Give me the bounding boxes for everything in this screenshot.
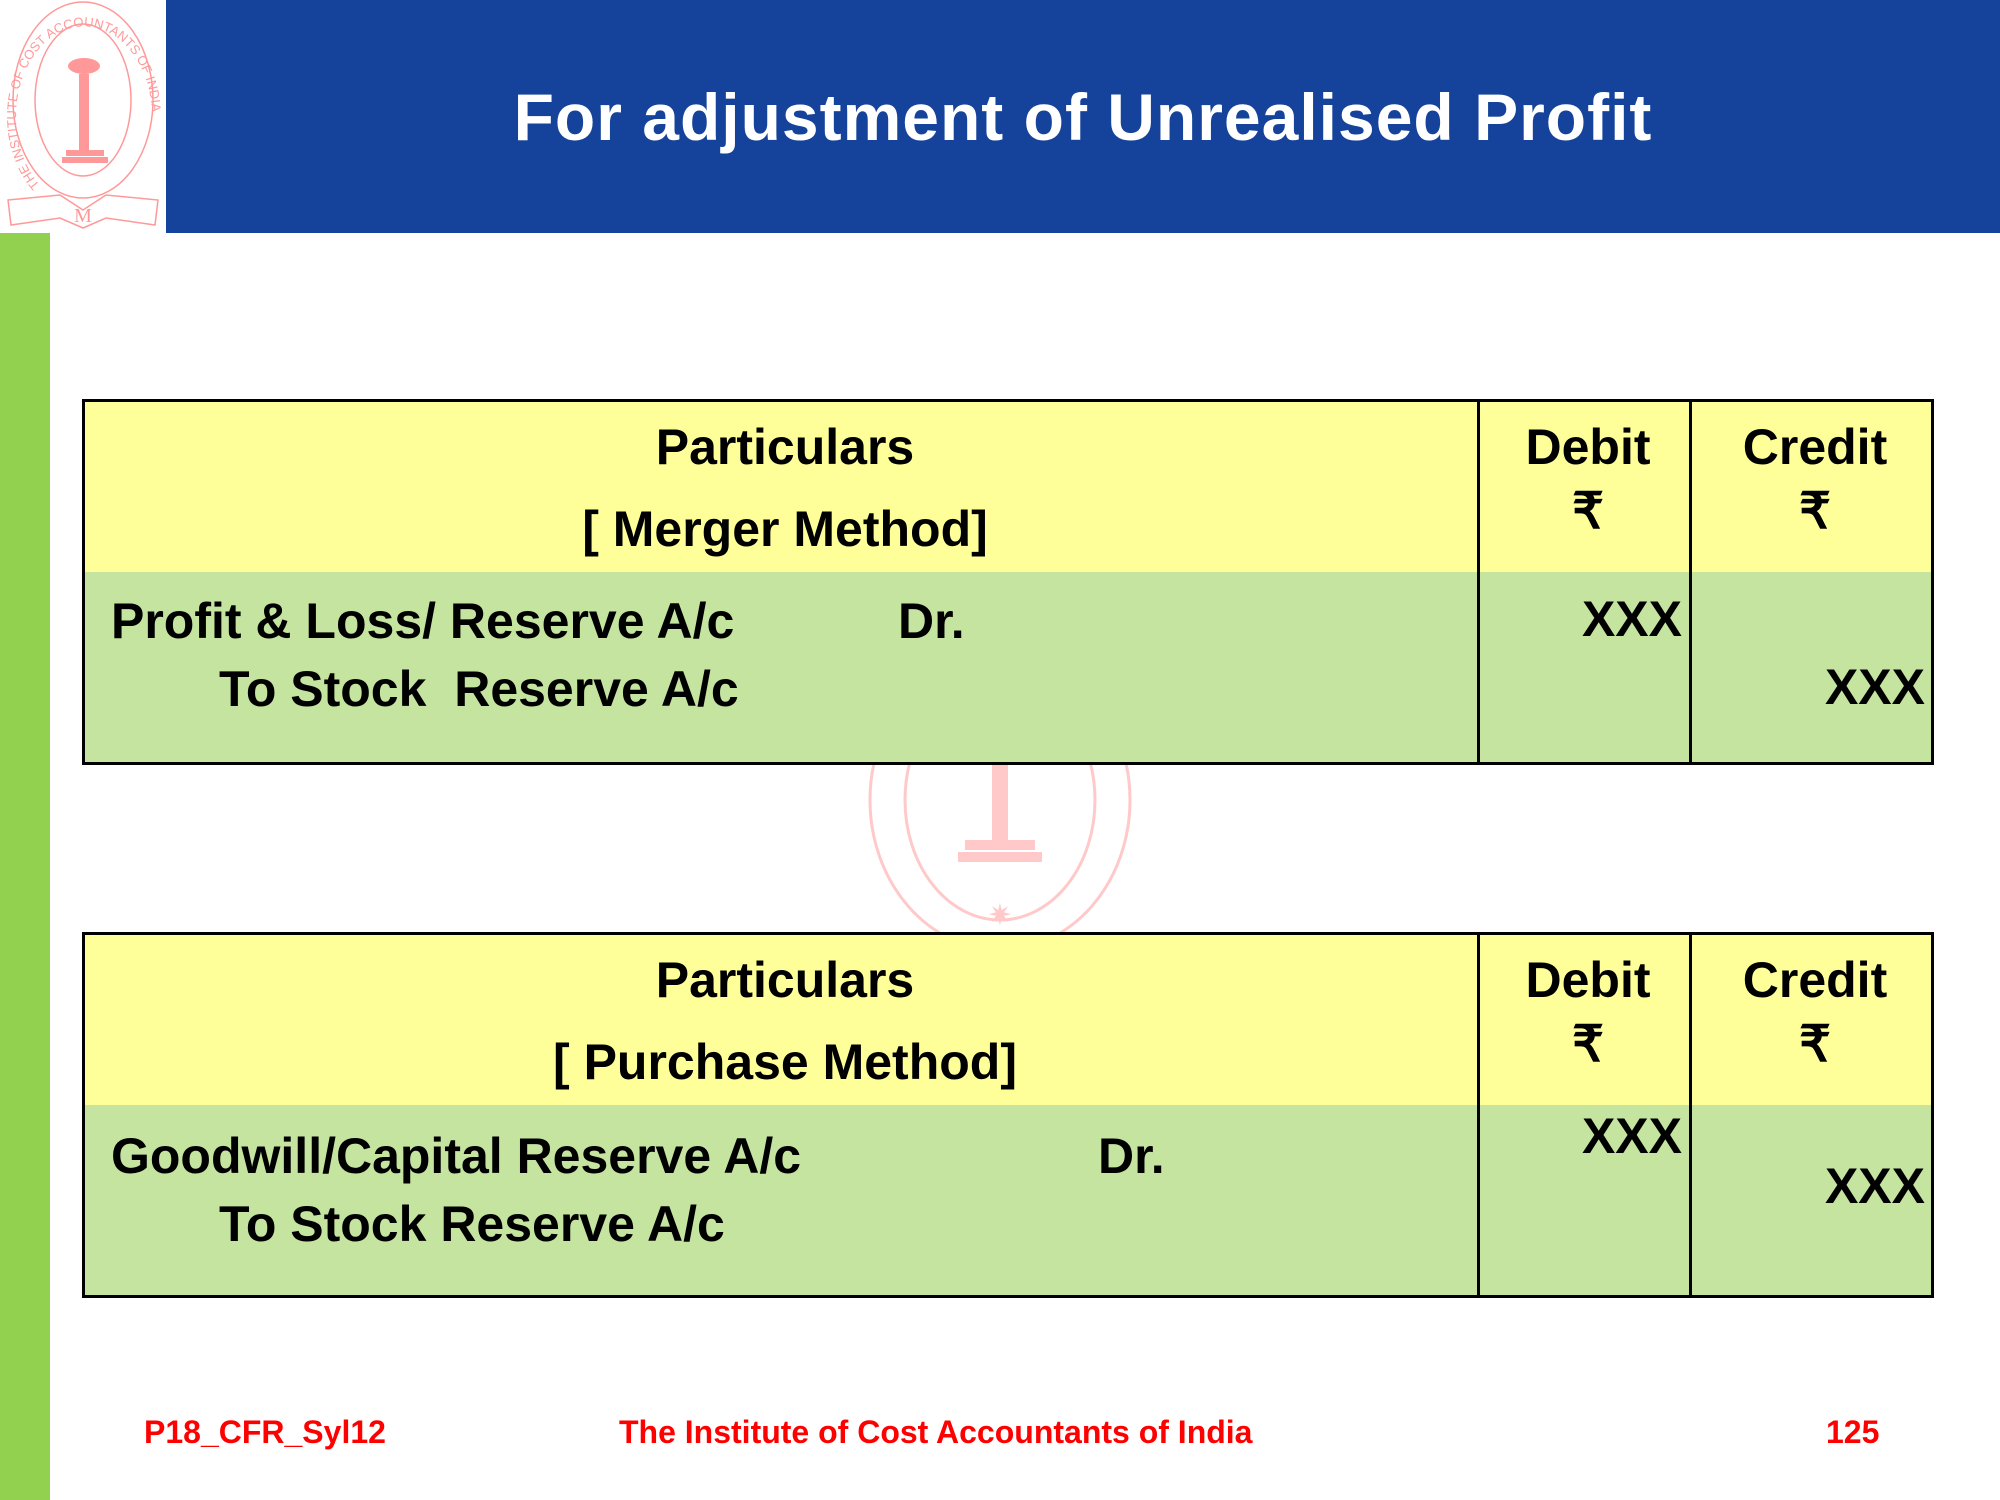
footer-course-code: P18_CFR_Syl12 [144, 1414, 386, 1450]
debit-account: Profit & Loss/ Reserve A/c [111, 593, 735, 649]
debit-header: Debit [1525, 952, 1651, 1008]
method-label: [ Merger Method] [582, 501, 988, 557]
page-number: 125 [1826, 1414, 1880, 1450]
debit-header: Debit [1525, 419, 1651, 475]
institute-logo: THE INSTITUTE OF COST ACCOUNTANTS OF IND… [4, 1, 164, 229]
debit-account: Goodwill/Capital Reserve A/c [111, 1128, 802, 1184]
title-banner [166, 0, 2000, 233]
svg-text:✷: ✷ [987, 899, 1012, 932]
svg-text:M: M [74, 205, 92, 227]
particulars-header: Particulars [655, 952, 915, 1008]
table-header-row [85, 935, 1931, 1108]
side-accent-bar [0, 233, 50, 1500]
particulars-header: Particulars [655, 419, 915, 475]
rupee-icon: ₹ [1572, 483, 1604, 539]
method-label: [ Purchase Method] [553, 1034, 1017, 1090]
table-body-row [85, 572, 1931, 762]
merger-method-table: Particulars [ Merger Method] Debit ₹ Cre… [82, 399, 1934, 765]
footer-institute: The Institute of Cost Accountants of Ind… [619, 1414, 1253, 1450]
table-header-row [85, 402, 1931, 575]
dr-label: Dr. [1098, 1128, 1165, 1184]
dr-label: Dr. [898, 593, 965, 649]
column-divider [1477, 935, 1480, 1295]
rupee-icon: ₹ [1799, 1016, 1831, 1072]
credit-header: Credit [1742, 419, 1888, 475]
credit-header: Credit [1742, 952, 1888, 1008]
credit-amount: XXX [1824, 659, 1925, 715]
debit-amount: XXX [1581, 1108, 1682, 1164]
credit-account: To Stock Reserve A/c [219, 661, 739, 717]
slide-title: For adjustment of Unrealised Profit [513, 79, 1653, 154]
rupee-icon: ₹ [1799, 483, 1831, 539]
credit-amount: XXX [1824, 1158, 1925, 1214]
purchase-method-table: Particulars [ Purchase Method] Debit ₹ C… [82, 932, 1934, 1298]
column-divider [1477, 402, 1480, 762]
column-divider [1689, 935, 1692, 1295]
debit-amount: XXX [1581, 591, 1682, 647]
credit-account: To Stock Reserve A/c [219, 1196, 725, 1252]
column-divider [1689, 402, 1692, 762]
table-body-row [85, 1105, 1931, 1295]
rupee-icon: ₹ [1572, 1016, 1604, 1072]
